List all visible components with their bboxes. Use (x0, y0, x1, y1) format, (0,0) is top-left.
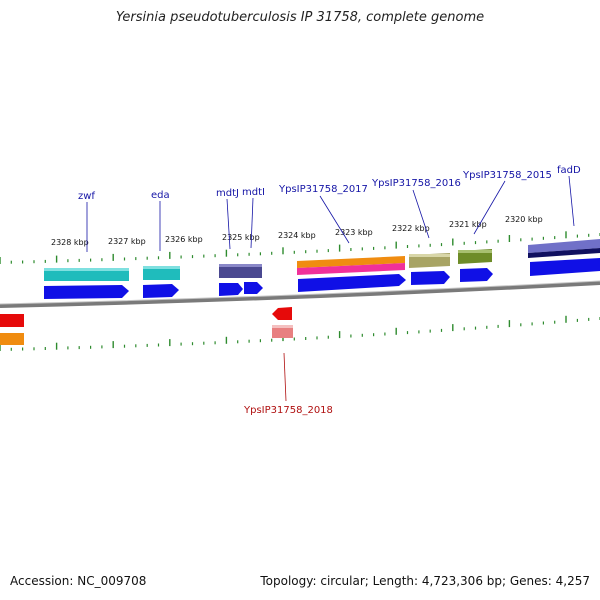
cds-arrow-eda[interactable] (143, 284, 179, 298)
feature-ypsip2015-shine (458, 250, 492, 253)
leader-ypsip2017 (319, 195, 350, 244)
genome-backbone-highlight (0, 280, 600, 305)
gene-label-ypsip2018[interactable]: YpsIP31758_2018 (243, 405, 333, 416)
feature-ypsip2016-shine (409, 254, 450, 257)
leader-fadd (568, 175, 575, 227)
gene-label-mdti[interactable]: mdtI (242, 187, 265, 198)
feature-fadd-navy[interactable] (528, 248, 600, 258)
genome-stats-text: Topology: circular; Length: 4,723,306 bp… (260, 574, 590, 588)
accession-text: Accession: NC_009708 (10, 574, 147, 588)
kbp-label-2322: 2322 kbp (392, 224, 430, 233)
cds-arrow-mdtj[interactable] (219, 283, 243, 296)
cds-arrow-ypsip2017[interactable] (298, 274, 406, 292)
feature-ypsip2017-orange[interactable] (297, 256, 405, 268)
cds-arrow-zwf[interactable] (44, 285, 129, 299)
feature-ypsip2017-magenta[interactable] (297, 263, 405, 275)
feature-zwf-shine (44, 268, 129, 271)
kbp-label-2323: 2323 kbp (335, 228, 373, 237)
leader-ypsip2015 (473, 180, 506, 235)
feature-eda-shine (143, 266, 180, 269)
gene-label-fadd[interactable]: fadD (557, 165, 581, 176)
gene-label-ypsip2017[interactable]: YpsIP31758_2017 (278, 184, 368, 195)
genome-backbone (0, 281, 600, 308)
feature-zwf[interactable] (44, 268, 129, 281)
kbp-label-2321: 2321 kbp (449, 220, 487, 229)
kbp-label-2324: 2324 kbp (278, 231, 316, 240)
kbp-label-2328: 2328 kbp (51, 238, 89, 247)
cds-arrow-ypsip2015[interactable] (460, 268, 493, 282)
feature-fadd-lavender[interactable] (528, 239, 600, 253)
gene-label-mdtj[interactable]: mdtJ (216, 188, 239, 199)
leader-mdtj (226, 198, 231, 250)
leader-mdti (250, 197, 254, 249)
feature-ypsip2018-shine (272, 325, 293, 328)
feature-ypsip2018[interactable] (272, 325, 293, 338)
feature-eda[interactable] (143, 266, 180, 280)
cds-arrow-ypsip2016[interactable] (411, 271, 450, 285)
upper-tick-scale (0, 231, 600, 264)
cds-arrow-ypsip2018[interactable] (272, 307, 292, 320)
feature-mdtj-mdti[interactable] (219, 264, 262, 278)
kbp-label-2325: 2325 kbp (222, 233, 260, 242)
kbp-label-2320: 2320 kbp (505, 215, 543, 224)
leader-ypsip2016 (412, 189, 430, 239)
lower-tick-scale (0, 315, 600, 351)
kbp-label-2327: 2327 kbp (108, 237, 146, 246)
page-title: Yersinia pseudotuberculosis IP 31758, co… (115, 10, 485, 25)
leader-ypsip2018 (283, 352, 287, 402)
gene-label-ypsip2015[interactable]: YpsIP31758_2015 (462, 170, 552, 181)
feature-left-orange[interactable] (0, 333, 24, 345)
gene-label-zwf[interactable]: zwf (78, 191, 95, 202)
gene-label-ypsip2016[interactable]: YpsIP31758_2016 (371, 178, 461, 189)
cds-arrow-mdti[interactable] (244, 282, 263, 294)
kbp-label-2326: 2326 kbp (165, 235, 203, 244)
gene-label-eda[interactable]: eda (151, 190, 170, 201)
feature-left-red[interactable] (0, 314, 24, 327)
cds-arrow-fadd[interactable] (530, 258, 600, 276)
feature-mdt-shine (219, 264, 262, 267)
